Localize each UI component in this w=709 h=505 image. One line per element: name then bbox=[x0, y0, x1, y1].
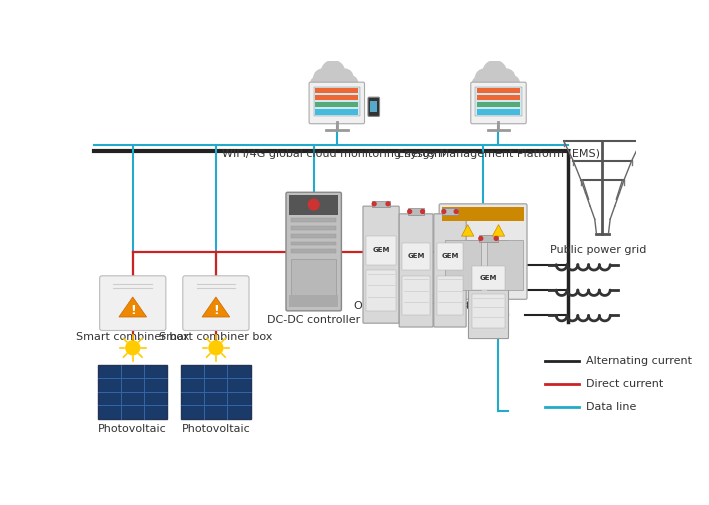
Text: Direct current: Direct current bbox=[586, 379, 663, 389]
Circle shape bbox=[344, 76, 357, 90]
Bar bbox=[291, 234, 336, 238]
Circle shape bbox=[313, 69, 333, 87]
Bar bbox=[291, 259, 336, 298]
Bar bbox=[487, 240, 523, 290]
Bar bbox=[313, 87, 360, 116]
Bar bbox=[366, 236, 396, 265]
Text: Smart combiner box: Smart combiner box bbox=[160, 332, 272, 342]
Text: DC-DC controller: DC-DC controller bbox=[267, 315, 360, 325]
Text: OPzV solid state battery: OPzV solid state battery bbox=[354, 301, 489, 311]
FancyBboxPatch shape bbox=[368, 97, 379, 117]
Bar bbox=[477, 110, 520, 115]
Text: Data line: Data line bbox=[586, 402, 636, 412]
Text: Energy Management Platform (EMS): Energy Management Platform (EMS) bbox=[397, 149, 600, 159]
Bar bbox=[289, 195, 338, 215]
Circle shape bbox=[483, 61, 506, 84]
Bar bbox=[471, 294, 506, 328]
Bar bbox=[402, 242, 430, 270]
Bar bbox=[289, 295, 338, 307]
FancyBboxPatch shape bbox=[309, 82, 364, 124]
Circle shape bbox=[336, 69, 353, 86]
FancyBboxPatch shape bbox=[363, 206, 399, 323]
Bar bbox=[291, 241, 336, 245]
Circle shape bbox=[311, 77, 325, 90]
Circle shape bbox=[420, 210, 425, 214]
Bar bbox=[370, 100, 377, 112]
Text: GEM: GEM bbox=[480, 275, 497, 281]
Bar bbox=[477, 102, 520, 107]
Polygon shape bbox=[202, 297, 230, 317]
Bar bbox=[437, 276, 463, 315]
Text: !: ! bbox=[130, 305, 135, 317]
Text: Alternating current: Alternating current bbox=[586, 356, 691, 366]
Bar bbox=[477, 95, 520, 100]
Circle shape bbox=[498, 69, 515, 86]
Circle shape bbox=[476, 69, 494, 87]
Text: WIFI/4G global cloud monitoring system: WIFI/4G global cloud monitoring system bbox=[221, 149, 445, 159]
Polygon shape bbox=[462, 225, 474, 236]
FancyBboxPatch shape bbox=[183, 276, 249, 330]
Text: Public power grid: Public power grid bbox=[550, 245, 647, 256]
Text: GEM: GEM bbox=[441, 254, 459, 260]
Circle shape bbox=[454, 210, 458, 214]
Bar bbox=[98, 365, 167, 419]
FancyBboxPatch shape bbox=[286, 192, 342, 311]
Bar bbox=[476, 87, 522, 116]
Circle shape bbox=[308, 199, 319, 210]
Circle shape bbox=[479, 236, 483, 240]
Polygon shape bbox=[492, 225, 505, 236]
FancyBboxPatch shape bbox=[439, 204, 527, 299]
Text: GEM: GEM bbox=[372, 247, 390, 253]
Polygon shape bbox=[119, 297, 147, 317]
FancyBboxPatch shape bbox=[469, 241, 508, 338]
Bar bbox=[291, 226, 336, 230]
FancyBboxPatch shape bbox=[434, 214, 466, 327]
FancyBboxPatch shape bbox=[471, 82, 526, 124]
Circle shape bbox=[386, 202, 390, 206]
FancyBboxPatch shape bbox=[100, 276, 166, 330]
Text: !: ! bbox=[213, 305, 219, 317]
Bar bbox=[291, 219, 336, 222]
Circle shape bbox=[408, 210, 411, 214]
FancyBboxPatch shape bbox=[399, 214, 433, 327]
Text: Photovoltaic: Photovoltaic bbox=[182, 424, 250, 434]
Circle shape bbox=[321, 61, 345, 84]
Circle shape bbox=[125, 341, 140, 355]
Bar bbox=[408, 209, 424, 215]
Bar bbox=[316, 87, 358, 93]
Circle shape bbox=[472, 77, 486, 90]
Text: GEM: GEM bbox=[408, 254, 425, 260]
Circle shape bbox=[506, 76, 519, 90]
Circle shape bbox=[442, 210, 446, 214]
Text: Photovoltaic: Photovoltaic bbox=[99, 424, 167, 434]
Bar bbox=[442, 207, 524, 221]
Text: Inverter: Inverter bbox=[461, 304, 506, 314]
Bar bbox=[479, 235, 498, 241]
Circle shape bbox=[372, 202, 376, 206]
Bar bbox=[372, 201, 390, 207]
Circle shape bbox=[209, 341, 223, 355]
Bar bbox=[316, 102, 358, 107]
Bar bbox=[366, 270, 396, 311]
Bar bbox=[442, 209, 458, 215]
Bar bbox=[445, 240, 481, 290]
Bar bbox=[182, 365, 250, 419]
Text: Smart combiner box: Smart combiner box bbox=[76, 332, 189, 342]
Bar bbox=[402, 276, 430, 315]
Bar bbox=[291, 249, 336, 253]
Circle shape bbox=[494, 236, 498, 240]
Bar bbox=[316, 95, 358, 100]
Bar bbox=[316, 110, 358, 115]
Bar bbox=[471, 266, 506, 290]
Bar bbox=[477, 87, 520, 93]
Bar bbox=[437, 242, 463, 270]
